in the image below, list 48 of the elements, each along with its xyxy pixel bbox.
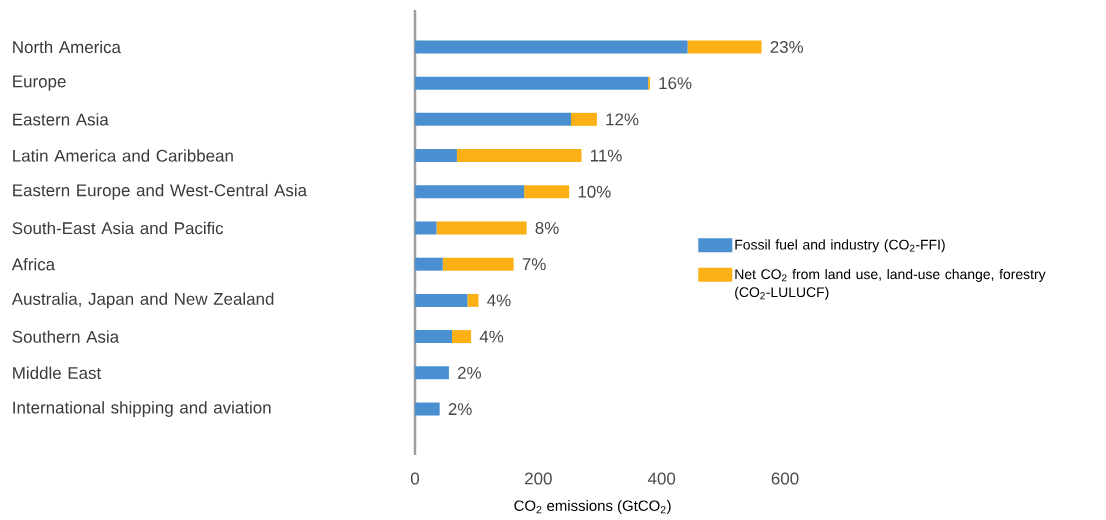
x-axis-title: CO$_{2}$ emissions (GtCO$_{2}$) (514, 500, 671, 514)
text: Net CO$_{2}$ from land use, land-use change, forestry (CO$_{2}$-LULUCF) (735, 268, 1046, 300)
x-tick-label: 600 (771, 472, 799, 485)
y-tick-label: Latin America and Caribbean (13, 149, 233, 162)
bar (415, 330, 452, 344)
bar (415, 366, 449, 380)
bar (415, 402, 440, 416)
bar (436, 221, 527, 235)
bar (415, 112, 572, 126)
annotation: 10% (578, 185, 611, 198)
bar (415, 185, 525, 199)
y-tick-label: Middle East (13, 366, 102, 380)
bar (571, 112, 597, 126)
y-tick-label: Southern Asia (12, 330, 120, 343)
annotation: 4% (487, 294, 511, 307)
y-tick-label: Eastern Europe and West-Central Asia (13, 183, 308, 200)
legend-label: Fossil fuel and industry (CO$_{2}$-FFI) (735, 239, 945, 253)
y-tick-label: International shipping and aviation (13, 401, 271, 417)
bar (415, 293, 468, 307)
bar (687, 40, 762, 54)
bar (415, 40, 688, 54)
bar (415, 76, 649, 90)
annotation: 23% (770, 40, 804, 53)
y-tick-label: South-East Asia and Pacific (12, 221, 224, 235)
x-tick-label: 200 (525, 472, 552, 485)
annotation: 12% (606, 113, 639, 126)
annotation: 2% (448, 403, 472, 415)
bar (456, 149, 582, 163)
bar (524, 185, 570, 199)
bar (415, 149, 457, 163)
annotation: 11% (591, 149, 622, 162)
bar (415, 221, 437, 235)
y-tick-label: North America (13, 40, 121, 54)
bar (467, 293, 479, 307)
x-tick-label: 0 (410, 472, 420, 485)
bar (452, 330, 472, 344)
bar (442, 257, 514, 271)
y-tick-label: Africa (11, 257, 56, 271)
bar (415, 257, 443, 271)
y-tick-label: Europe (13, 75, 66, 91)
annotation: 16% (659, 77, 692, 90)
annotation: 4% (479, 330, 504, 343)
annotation: 2% (457, 366, 481, 379)
annotation: 8% (535, 221, 559, 234)
y-tick-label: Australia, Japan and New Zealand (11, 292, 274, 309)
x-tick-label: 400 (647, 472, 676, 485)
annotation: 7% (522, 258, 546, 271)
y-tick-label: Eastern Asia (13, 113, 109, 126)
